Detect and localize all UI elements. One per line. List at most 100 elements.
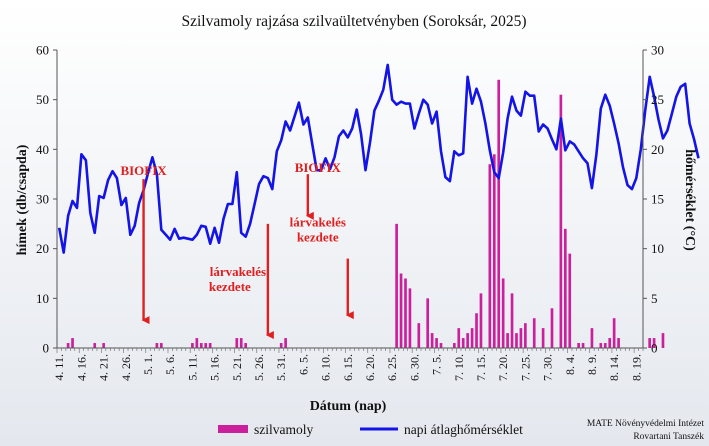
y-right-tick-label: 5 bbox=[651, 291, 658, 306]
chart-title: Szilvamoly rajzása szilvaültetvényben (S… bbox=[181, 13, 526, 30]
axes: 0 10 20 30 40 50 60 0 5 10 15 20 25 30 4. 11. 4. 16. 4. … bbox=[36, 43, 664, 382]
bar bbox=[430, 333, 434, 348]
bar bbox=[466, 333, 469, 348]
bar bbox=[461, 338, 465, 348]
y-right-tick-label: 30 bbox=[651, 43, 664, 58]
bar bbox=[608, 338, 612, 348]
bar bbox=[661, 333, 665, 348]
bar bbox=[488, 164, 492, 348]
x-tick-label: 6. 10. bbox=[319, 354, 333, 381]
y-left-tick-label: 10 bbox=[36, 291, 49, 306]
annotation-label: lárvakelés bbox=[290, 214, 346, 229]
x-tick-label: 5. 1. bbox=[141, 354, 155, 375]
x-tick-label: 7. 20. bbox=[496, 354, 510, 381]
bar bbox=[399, 273, 403, 348]
x-tick-label: 5. 21. bbox=[230, 354, 244, 381]
bar bbox=[550, 308, 554, 348]
y-right-tick-label: 10 bbox=[651, 241, 664, 256]
y-left-tick-label: 30 bbox=[36, 192, 49, 207]
bar bbox=[204, 343, 208, 348]
bar bbox=[417, 323, 421, 348]
bar bbox=[515, 333, 518, 348]
x-tick-label: 4. 21. bbox=[97, 354, 111, 381]
bar bbox=[590, 328, 594, 348]
annotations: BIOFIXlárvakeléskezdeteBIOFIXlárvakelésk… bbox=[120, 160, 354, 340]
x-tick-label: 8. 19. bbox=[629, 354, 643, 381]
bar bbox=[524, 323, 527, 348]
bar bbox=[492, 154, 496, 348]
bar bbox=[617, 338, 620, 348]
bar bbox=[244, 343, 248, 348]
x-tick-label: 5. 26. bbox=[252, 354, 266, 381]
credit-line-1: MATE Növényvédelmi Intézet bbox=[587, 419, 704, 429]
x-tick-label: 7. 15. bbox=[474, 354, 488, 381]
y-left-tick-label: 20 bbox=[36, 241, 49, 256]
bar bbox=[612, 318, 616, 348]
bar bbox=[239, 338, 243, 348]
bar bbox=[532, 318, 536, 348]
line-series bbox=[57, 63, 700, 254]
bar bbox=[66, 343, 70, 348]
bar bbox=[195, 338, 199, 348]
annotation-label: BIOFIX bbox=[120, 163, 167, 178]
x-tick-label: 6. 5. bbox=[296, 354, 310, 375]
bar bbox=[208, 343, 212, 348]
bar bbox=[470, 328, 474, 348]
y-axis-right-label: hőmérséklet (°C) bbox=[682, 149, 697, 251]
y-right-tick-label: 0 bbox=[651, 341, 658, 356]
y-left-tick-label: 50 bbox=[36, 92, 49, 107]
bar bbox=[648, 338, 651, 348]
legend-swatch-bar bbox=[218, 425, 248, 433]
x-tick-label: 4. 16. bbox=[74, 354, 88, 381]
annotation-label-line2: kezdete bbox=[297, 229, 339, 244]
bar bbox=[93, 343, 97, 348]
bar bbox=[497, 79, 501, 349]
bar bbox=[395, 223, 398, 348]
bar bbox=[408, 288, 412, 348]
bar bbox=[568, 253, 572, 348]
bar bbox=[159, 343, 163, 348]
credit-line-2: Rovartani Tanszék bbox=[633, 432, 704, 442]
x-tick-label: 5. 31. bbox=[274, 354, 288, 381]
x-tick-label: 5. 16. bbox=[208, 354, 222, 381]
bar bbox=[199, 343, 203, 348]
bar bbox=[599, 343, 603, 348]
legend: szilvamoly napi átlaghőmérséklet bbox=[218, 422, 523, 437]
bar bbox=[235, 338, 239, 348]
bar bbox=[279, 343, 283, 348]
x-tick-label: 5. 11. bbox=[185, 354, 199, 381]
annotation-label: BIOFIX bbox=[295, 160, 342, 175]
bar bbox=[155, 343, 159, 348]
x-tick-label: 7. 5. bbox=[430, 354, 444, 375]
legend-item-bar: szilvamoly bbox=[254, 422, 313, 437]
x-tick-label: 8. 4. bbox=[563, 354, 577, 375]
bar bbox=[284, 338, 287, 348]
annotation-label-line2: kezdete bbox=[209, 279, 251, 294]
x-axis-label: Dátum (nap) bbox=[310, 399, 387, 414]
bar bbox=[71, 338, 74, 348]
y-left-tick-label: 40 bbox=[36, 142, 49, 157]
bar bbox=[452, 343, 456, 348]
annotation-label: lárvakelés bbox=[210, 264, 266, 279]
bar bbox=[501, 278, 505, 348]
x-tick-label: 5. 6. bbox=[163, 354, 177, 375]
x-tick-label: 6. 20. bbox=[363, 354, 377, 381]
bar bbox=[559, 94, 563, 348]
bar bbox=[652, 338, 656, 348]
x-tick-label: 7. 10. bbox=[452, 354, 466, 381]
bar bbox=[191, 343, 194, 348]
x-tick-label: 6. 25. bbox=[385, 354, 399, 381]
x-tick-label: 6. 15. bbox=[341, 354, 355, 381]
bar bbox=[519, 328, 523, 348]
y-right-tick-label: 15 bbox=[651, 192, 664, 207]
bar bbox=[435, 338, 438, 348]
legend-item-line: napi átlaghőmérséklet bbox=[404, 422, 523, 437]
y-left-tick-label: 60 bbox=[36, 43, 49, 58]
x-tick-label: 4. 11. bbox=[52, 354, 66, 381]
bar bbox=[102, 343, 105, 348]
x-tick-label: 4. 26. bbox=[119, 354, 133, 381]
bar bbox=[603, 343, 607, 348]
y-axis-left-label: hímek (db/csapda) bbox=[15, 144, 30, 255]
